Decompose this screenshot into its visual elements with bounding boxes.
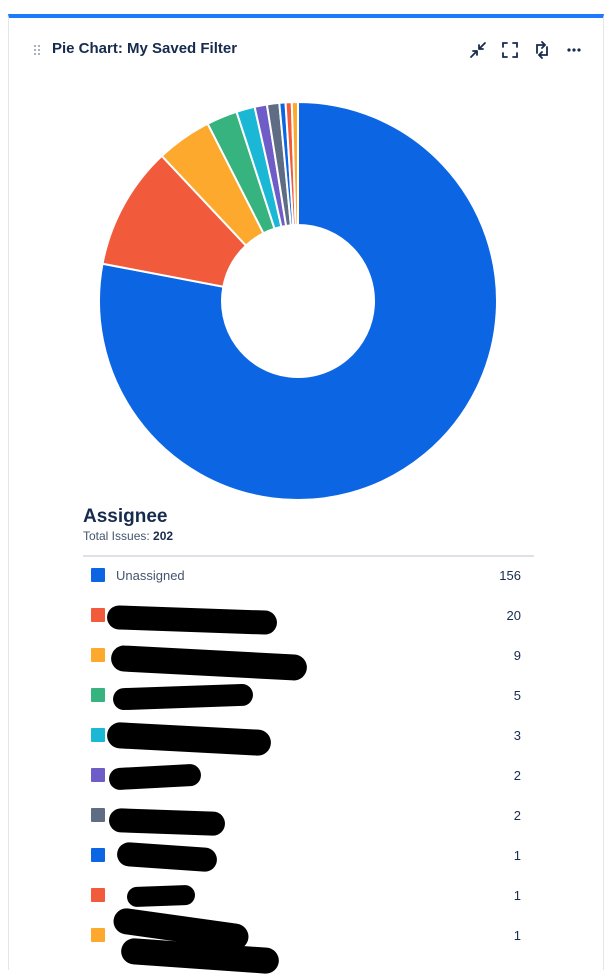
legend-count: 3	[513, 728, 521, 743]
legend-row[interactable]: 9	[83, 636, 534, 676]
legend-swatch	[91, 768, 105, 782]
legend-list: Unassigned 156 20 9 5 3 2 2 1 1 1	[83, 556, 534, 956]
legend-divider	[83, 555, 534, 557]
legend-header: Assignee Total Issues: 202	[83, 506, 173, 543]
legend-swatch	[91, 888, 105, 902]
legend-count: 1	[513, 848, 521, 863]
legend-row[interactable]: 3	[83, 716, 534, 756]
total-issues: Total Issues: 202	[83, 529, 173, 543]
gadget-header: Pie Chart: My Saved Filter	[9, 18, 603, 78]
legend-count: 2	[513, 768, 521, 783]
total-issues-value: 202	[153, 529, 174, 543]
legend-swatch	[91, 928, 105, 942]
pie-slice-0[interactable]	[98, 100, 498, 501]
legend-row[interactable]: 5	[83, 676, 534, 716]
legend-swatch	[91, 808, 105, 822]
pie-slice-9[interactable]	[290, 100, 299, 227]
legend-row[interactable]: 1	[83, 916, 534, 956]
legend-label: Unassigned	[116, 568, 185, 583]
pie-chart	[98, 100, 498, 501]
legend-row[interactable]: 2	[83, 796, 534, 836]
gadget-panel: Pie Chart: My Saved Filter	[8, 14, 604, 974]
legend-count: 2	[513, 808, 521, 823]
legend-count: 156	[499, 568, 521, 583]
legend-row[interactable]: Unassigned 156	[83, 556, 534, 596]
legend-row[interactable]: 1	[83, 836, 534, 876]
legend-swatch	[91, 568, 105, 582]
legend-row[interactable]: 20	[83, 596, 534, 636]
legend-swatch	[91, 848, 105, 862]
gadget-title: Pie Chart: My Saved Filter	[52, 40, 238, 57]
refresh-icon[interactable]	[531, 39, 553, 61]
legend-swatch	[91, 728, 105, 742]
legend-count: 1	[513, 888, 521, 903]
legend-swatch	[91, 648, 105, 662]
legend-count: 5	[513, 688, 521, 703]
legend-title: Assignee	[83, 506, 168, 527]
legend-row[interactable]: 1	[83, 876, 534, 916]
more-icon[interactable]	[563, 39, 585, 61]
drag-handle-icon[interactable]	[33, 44, 41, 56]
legend-swatch	[91, 608, 105, 622]
legend-count: 9	[513, 648, 521, 663]
total-issues-label: Total Issues:	[83, 529, 150, 543]
legend-count: 20	[506, 608, 521, 623]
minimize-icon[interactable]	[467, 39, 489, 61]
legend-swatch	[91, 688, 105, 702]
legend-count: 1	[513, 928, 521, 943]
legend-row[interactable]: 2	[83, 756, 534, 796]
header-actions	[467, 39, 585, 61]
fullscreen-icon[interactable]	[499, 39, 521, 61]
redaction-mark	[126, 884, 196, 908]
redaction-mark	[108, 807, 226, 837]
